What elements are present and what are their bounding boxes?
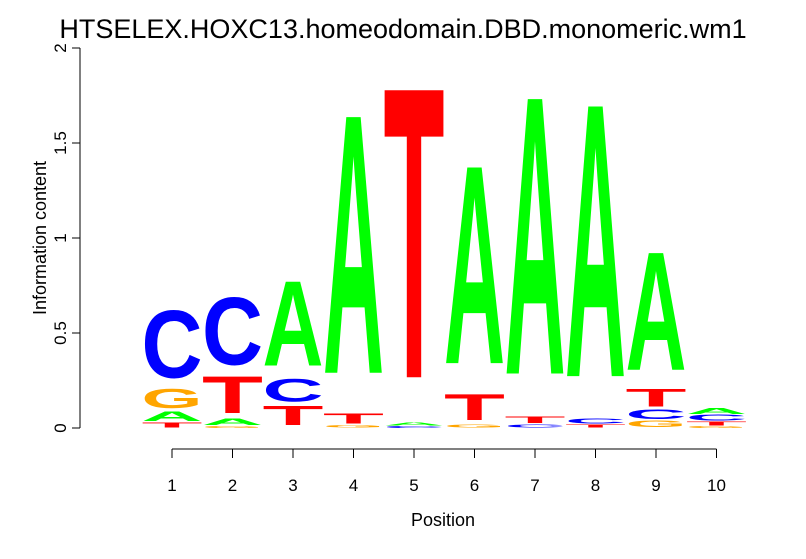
- logo-letter-T: T: [384, 0, 445, 466]
- x-tick-label: 5: [409, 476, 418, 495]
- x-tick-label: 8: [591, 476, 600, 495]
- logo-letter-C: C: [142, 292, 203, 399]
- logo-letter-T: T: [323, 410, 384, 427]
- logo-letter-A: A: [505, 14, 566, 459]
- logo-letter-T: T: [444, 387, 505, 428]
- logo-letter-C: C: [565, 417, 626, 425]
- x-tick-label: 9: [651, 476, 660, 495]
- logo-letter-C: C: [384, 426, 445, 429]
- logo-letter-A: A: [686, 407, 747, 416]
- y-axis: 0 0.5 1 1.5 2: [51, 43, 81, 433]
- y-tick-label: 1.5: [51, 131, 70, 155]
- logo-letter-C: C: [263, 373, 324, 409]
- chart-title: HTSELEX.HOXC13.homeodomain.DBD.monomeric…: [59, 14, 746, 44]
- logo-letter-T: T: [505, 415, 566, 425]
- logo-letter-A: A: [323, 38, 384, 453]
- logo-letter-A: A: [202, 417, 263, 427]
- logo-letter-G: G: [202, 426, 263, 429]
- logo-letter-T: T: [142, 421, 203, 429]
- logo-letter-G: G: [686, 426, 747, 429]
- y-tick-label: 0.5: [51, 321, 70, 345]
- logo-letter-A: A: [444, 107, 505, 424]
- logo-letter-G: G: [626, 419, 687, 429]
- logo-letter-G: G: [323, 425, 384, 429]
- logo-letter-T: T: [626, 384, 687, 412]
- logo-letter-T: T: [565, 423, 626, 428]
- logo-letter-C: C: [202, 278, 263, 385]
- logo-letter-T: T: [202, 365, 263, 424]
- x-tick-label: 10: [707, 476, 726, 495]
- y-axis-label: Information content: [30, 161, 50, 315]
- x-tick-label: 3: [288, 476, 297, 495]
- logo-letter-A: A: [565, 22, 626, 460]
- y-tick-label: 2: [51, 43, 70, 52]
- logo-letter-A: A: [384, 421, 445, 426]
- x-axis: 1 2 3 4 5 6 7 8 9 10: [167, 448, 726, 495]
- x-tick-label: 4: [349, 476, 358, 495]
- x-tick-label: 1: [167, 476, 176, 495]
- logo-letter-A: A: [263, 256, 324, 392]
- logo-letter-A: A: [142, 408, 203, 423]
- x-axis-label: Position: [411, 510, 475, 530]
- x-tick-label: 7: [530, 476, 539, 495]
- y-tick-label: 1: [51, 233, 70, 242]
- logo-letter-G: G: [444, 423, 505, 428]
- logo-letter-C: C: [686, 413, 747, 422]
- logo-letter-T: T: [263, 400, 324, 431]
- logo-letter-C: C: [505, 423, 566, 428]
- logo-letter-C: C: [626, 406, 687, 421]
- logo-letter-T: T: [686, 420, 747, 426]
- x-tick-label: 6: [470, 476, 479, 495]
- x-tick-label: 2: [228, 476, 237, 495]
- logo-letter-G: G: [142, 384, 203, 414]
- y-tick-label: 0: [51, 423, 70, 432]
- logo-letter-A: A: [626, 218, 687, 407]
